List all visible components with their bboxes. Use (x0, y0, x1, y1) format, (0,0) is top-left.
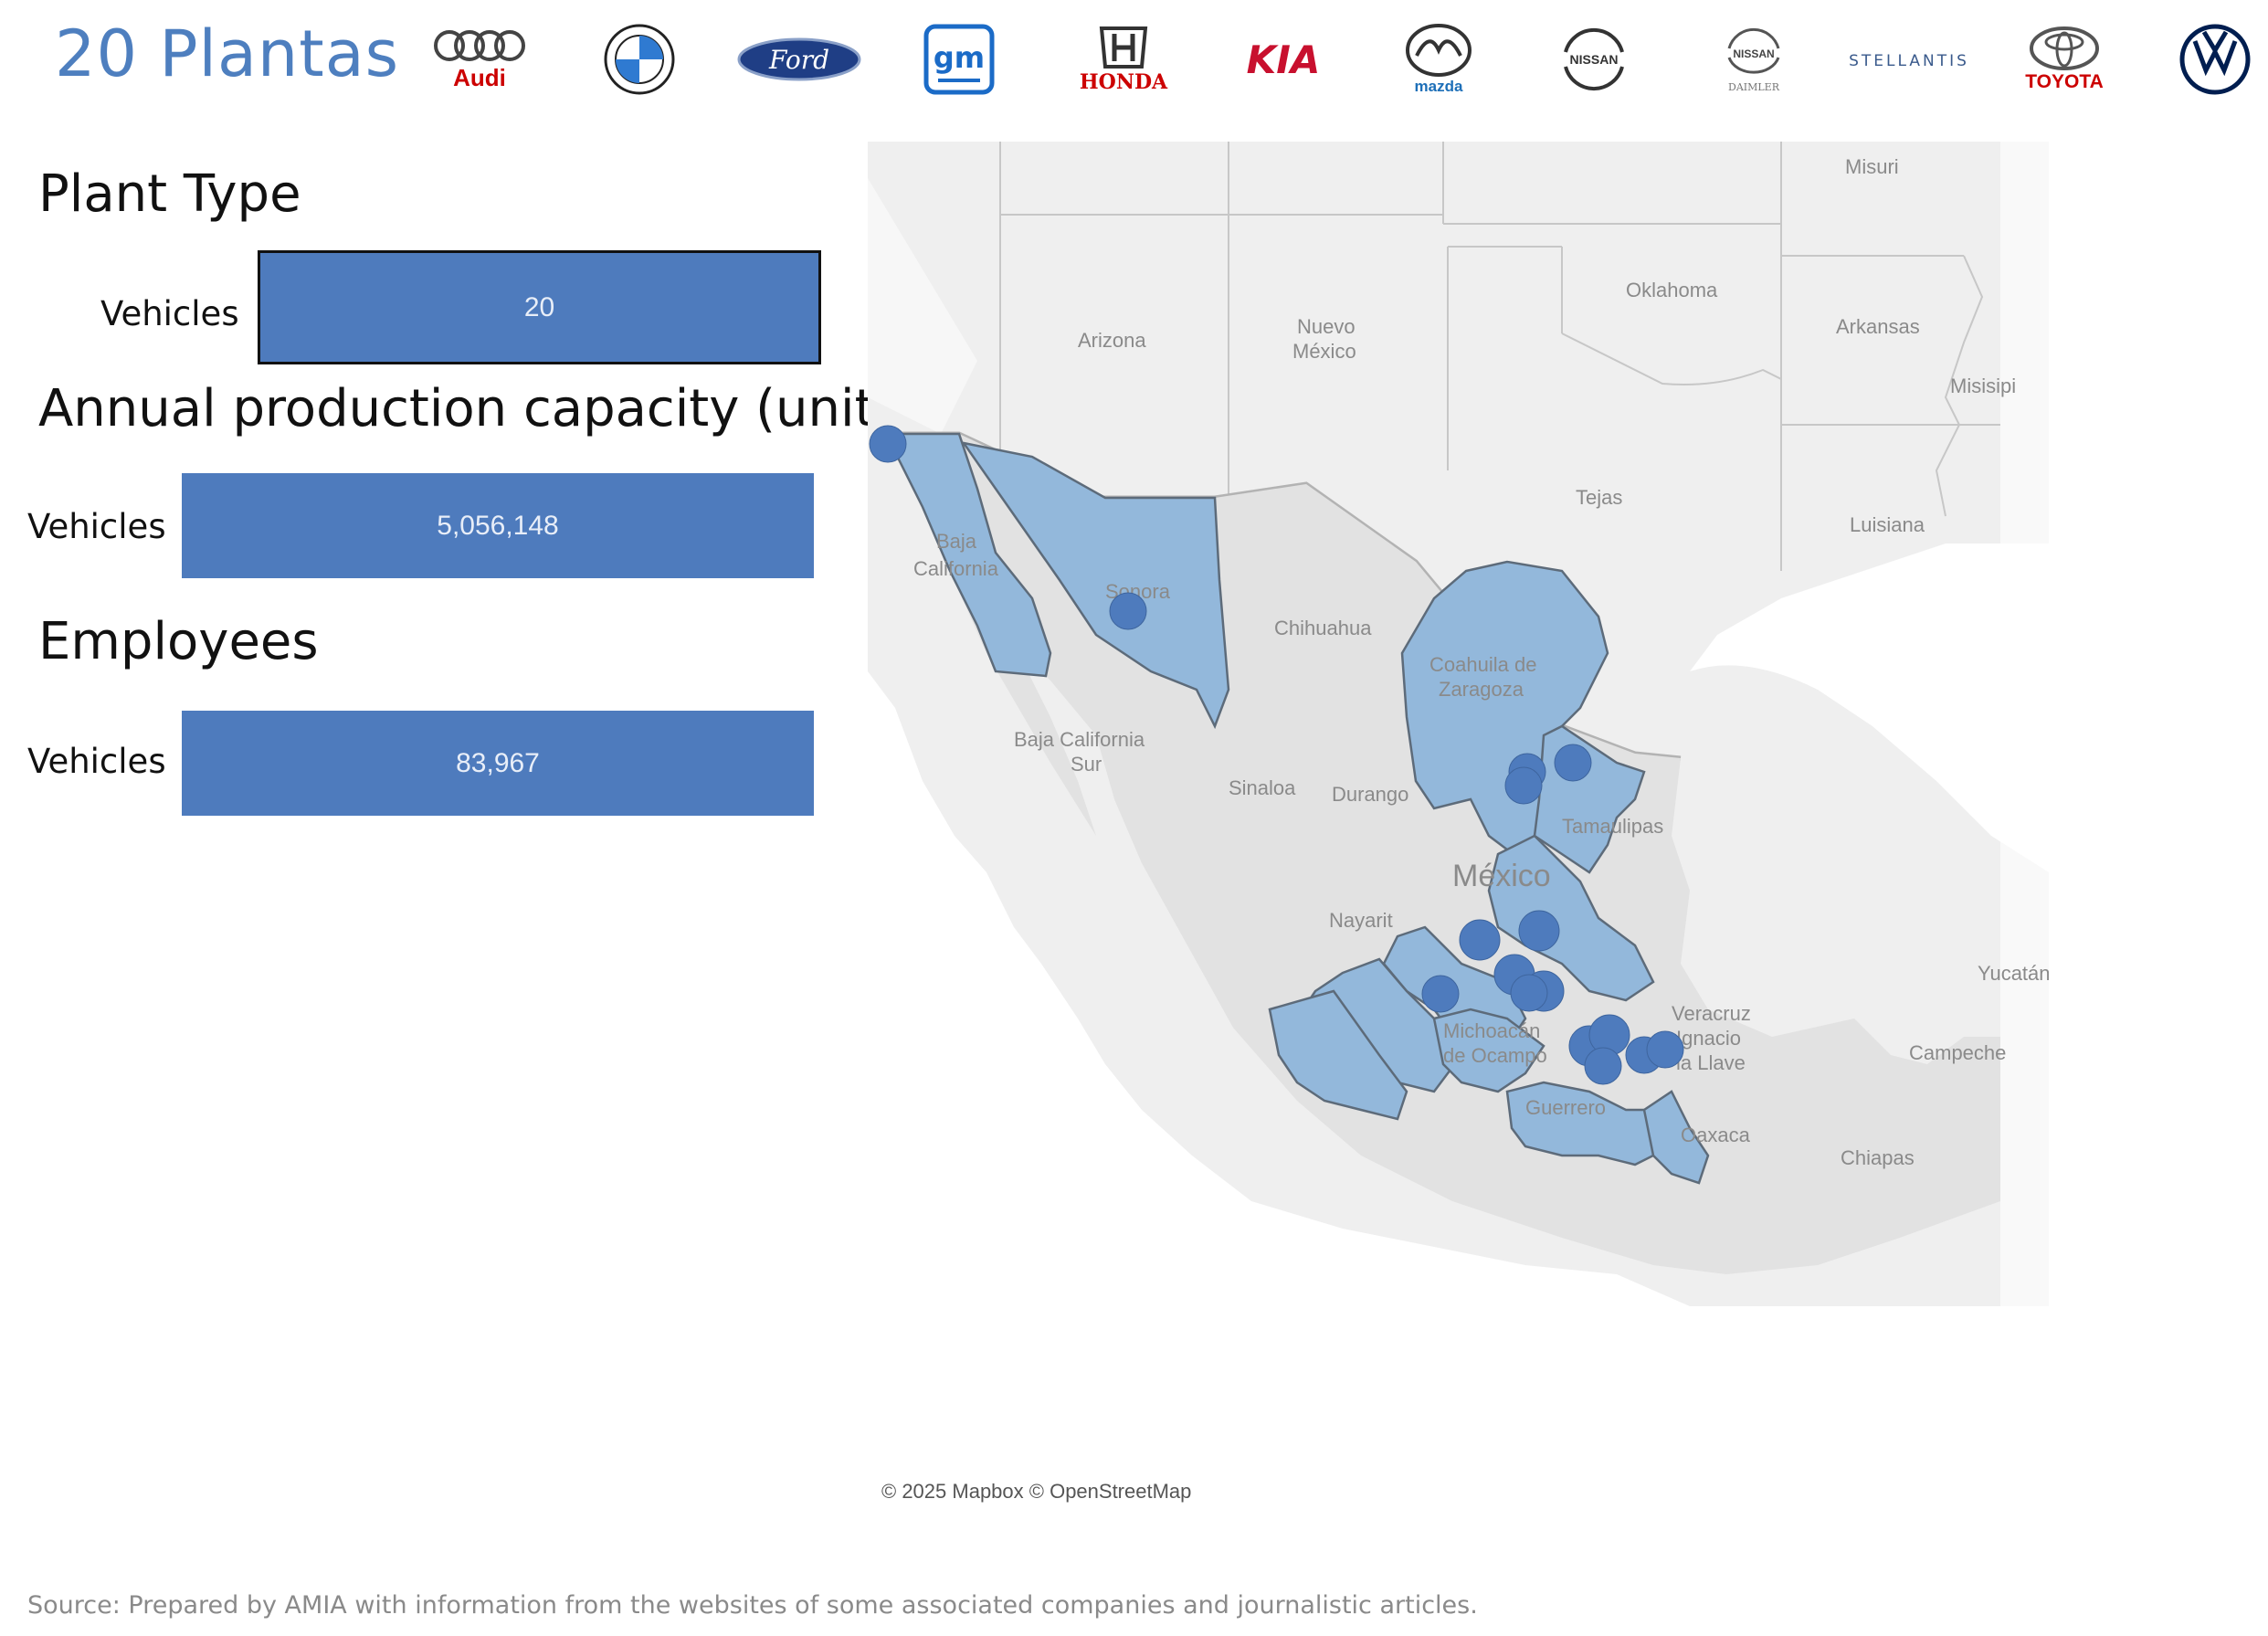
label-durango: Durango (1332, 783, 1408, 806)
label-campeche: Campeche (1909, 1041, 2006, 1064)
plant-marker (1510, 974, 1548, 1012)
plant-marker (1584, 1047, 1622, 1085)
employees-title: Employees (38, 612, 319, 671)
kia-logo-text: KIA (1247, 37, 1321, 82)
employees-row-label: Vehicles (27, 742, 166, 781)
vw-logo-icon[interactable] (2147, 9, 2268, 110)
label-california: California (913, 557, 999, 580)
capacity-row-label: Vehicles (27, 507, 166, 546)
plant-type-row-label: Vehicles (100, 294, 239, 333)
brand-logo-strip: Audi Ford gm HONDA KIA (411, 9, 2265, 110)
capacity-bar[interactable]: 5,056,148 (182, 473, 814, 578)
page-title: 20 Plantas (55, 16, 400, 91)
nissan-daimler-logo-text: NISSAN (1733, 47, 1774, 60)
honda-logo-icon[interactable]: HONDA (1050, 9, 1197, 110)
plant-type-bar[interactable]: 20 (258, 250, 821, 364)
label-arizona: Arizona (1078, 329, 1146, 352)
label-yucatan: Yucatán (1978, 962, 2049, 985)
gm-logo-text: gm (934, 40, 985, 75)
plant-marker (1421, 975, 1460, 1013)
label-guerrero: Guerrero (1525, 1096, 1606, 1119)
state-guanajuato (1432, 1008, 1545, 1093)
label-mexico-country: México (1452, 859, 1551, 893)
label-baja-california-sur: Baja California (1014, 728, 1145, 751)
state-san-luis-potosi (1487, 834, 1655, 1002)
plant-marker (1109, 592, 1147, 630)
plant-type-title: Plant Type (38, 164, 301, 224)
label-arkansas: Arkansas (1836, 315, 1920, 338)
state-jalisco-west (1268, 989, 1408, 1121)
label-zaragoza: Zaragoza (1439, 678, 1524, 701)
gm-logo-icon[interactable]: gm (891, 9, 1028, 110)
bmw-logo-icon[interactable] (571, 9, 708, 110)
plant-marker (1504, 766, 1543, 805)
stellantis-logo-text: STELLANTIS (1849, 52, 1969, 70)
label-tejas: Tejas (1576, 486, 1622, 509)
label-chihuahua: Chihuahua (1274, 617, 1372, 639)
label-luisiana: Luisiana (1850, 513, 1925, 536)
label-de-ocampo: de Ocampo (1443, 1044, 1547, 1067)
kia-logo-icon[interactable]: KIA (1210, 9, 1356, 110)
mazda-logo-icon[interactable]: mazda (1370, 9, 1507, 110)
label-misisipi: Misisipi (1950, 375, 2016, 397)
source-note: Source: Prepared by AMIA with informatio… (27, 1591, 1478, 1620)
pacific-ocean-north (868, 178, 977, 434)
plant-marker (1518, 910, 1560, 952)
stellantis-logo-icon[interactable]: STELLANTIS (1831, 9, 1987, 110)
state-baja-california (883, 432, 1052, 678)
toyota-logo-icon[interactable]: TOYOTA (1996, 9, 2133, 110)
label-veracruz: Veracruz (1672, 1002, 1751, 1025)
label-tamaulipas: Tamaulipas (1562, 815, 1663, 838)
capacity-title: Annual production capacity (units) (38, 379, 922, 438)
plant-marker (869, 425, 907, 463)
ford-logo-text: Ford (768, 45, 829, 75)
nissan-logo-text: NISSAN (1570, 52, 1619, 67)
state-sonora (961, 441, 1230, 730)
map-edge (2000, 142, 2049, 1306)
audi-logo-icon[interactable]: Audi (411, 9, 548, 110)
nissan-logo-icon[interactable]: NISSAN (1525, 9, 1662, 110)
plant-marker (1646, 1030, 1684, 1069)
employees-bar[interactable]: 83,967 (182, 711, 814, 816)
label-sur: Sur (1071, 753, 1102, 776)
label-oaxaca: Oaxaca (1681, 1124, 1751, 1146)
label-oklahoma: Oklahoma (1626, 279, 1718, 301)
label-nayarit: Nayarit (1329, 909, 1393, 932)
label-ignacio: Ignacio (1676, 1027, 1741, 1050)
plant-markers[interactable] (869, 425, 1684, 1085)
pacific-ocean (868, 671, 1690, 1306)
label-chiapas: Chiapas (1841, 1146, 1915, 1169)
state-veracruz-central (1642, 1090, 1710, 1185)
nissan-daimler-logo-icon[interactable]: NISSAN DAIMLER (1685, 9, 1822, 110)
label-coahuila: Coahuila de (1429, 653, 1536, 676)
state-boundaries (999, 142, 2000, 571)
plant-map[interactable]: Misuri Oklahoma Arkansas Arizona Nuevo M… (868, 142, 2049, 1306)
ford-logo-icon[interactable]: Ford (726, 9, 872, 110)
label-nuevo: Nuevo (1297, 315, 1356, 338)
label-mexico-nm: México (1292, 340, 1356, 363)
label-michoacan: Michoacán (1443, 1019, 1540, 1042)
plant-marker (1554, 744, 1592, 782)
plant-marker (1459, 919, 1501, 961)
label-misuri: Misuri (1845, 155, 1899, 178)
map-credit: © 2025 Mapbox © OpenStreetMap (881, 1480, 1192, 1503)
label-sinaloa: Sinaloa (1229, 776, 1296, 799)
label-baja: Baja (936, 530, 977, 553)
label-la-llave: la Llave (1676, 1051, 1746, 1074)
gulf-of-mexico (1690, 544, 2049, 872)
